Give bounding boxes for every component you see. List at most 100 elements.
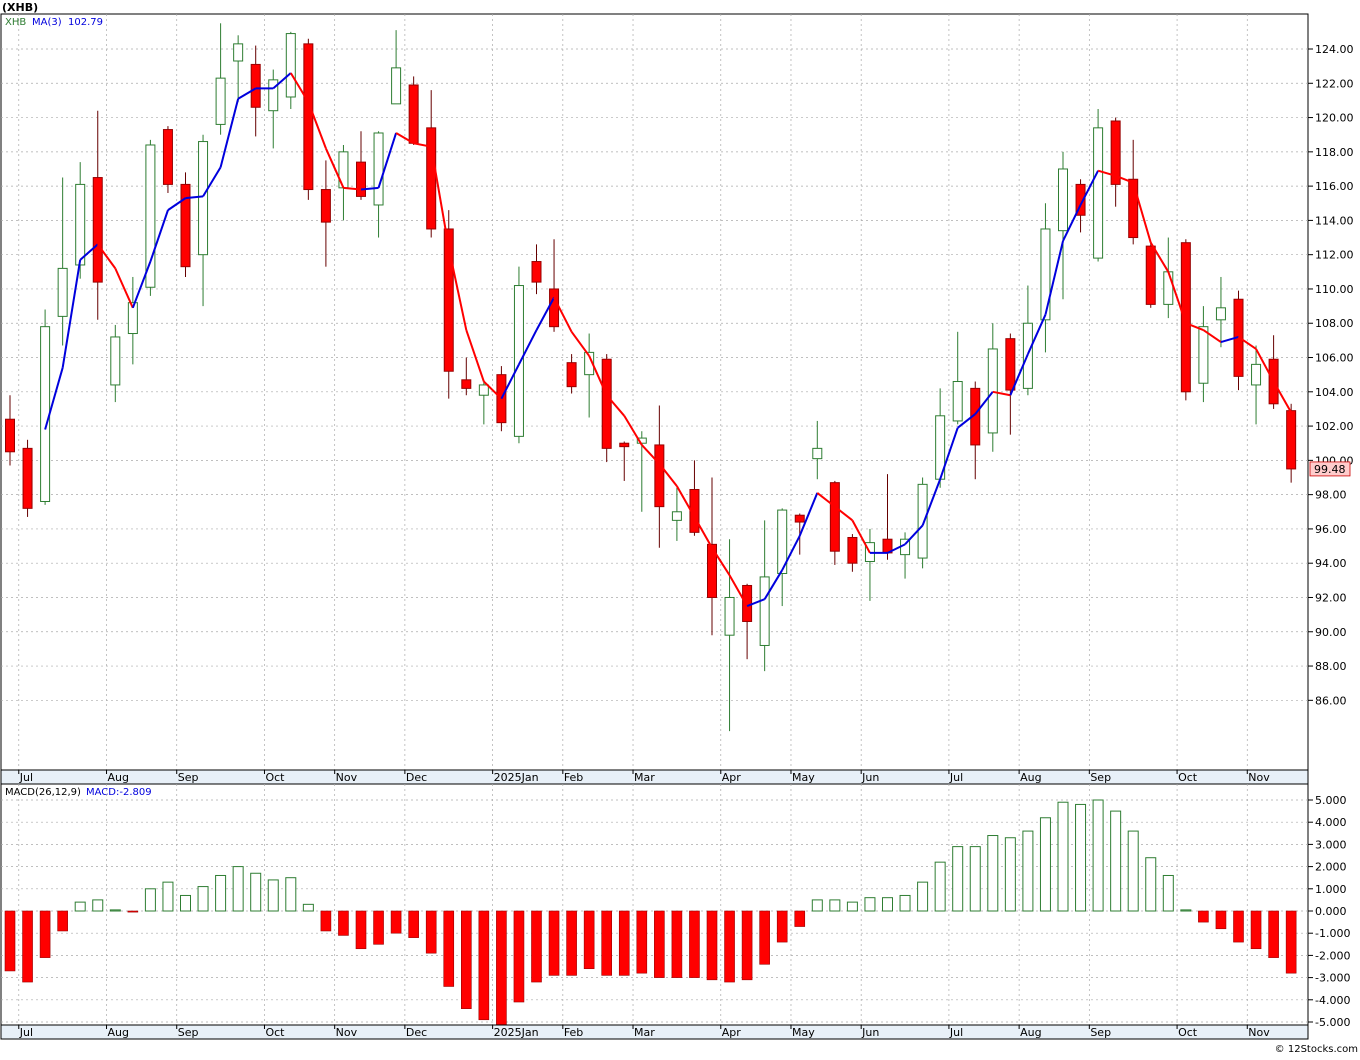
macd-bar <box>425 910 437 954</box>
macd-y-tick-label: 5.000 <box>1315 794 1347 807</box>
candle <box>671 487 682 541</box>
macd-y-tick-label: 1.000 <box>1315 883 1347 896</box>
ma-line-segment <box>746 598 766 607</box>
candle <box>478 381 489 425</box>
candle <box>1110 117 1121 207</box>
candle <box>22 439 33 517</box>
candle <box>566 354 577 394</box>
ma-legend: MA(3) <box>32 17 62 28</box>
macd-bar <box>127 910 139 913</box>
candle <box>320 160 331 267</box>
candle-body <box>1286 410 1297 470</box>
macd-bar <box>109 909 121 912</box>
candle <box>654 405 665 548</box>
ma-line-segment <box>343 186 362 191</box>
macd-x-tick-label: Jul <box>19 1026 33 1039</box>
candle-body <box>1251 363 1262 386</box>
ma-line-segment <box>1044 240 1064 315</box>
candle <box>513 266 524 444</box>
price-y-tick-label: 124.00 <box>1315 43 1354 56</box>
macd-y-tick-label: 2.000 <box>1315 861 1347 874</box>
candle-body <box>566 362 577 388</box>
candle-body <box>777 509 788 574</box>
candle <box>1215 276 1226 348</box>
candle <box>777 508 788 607</box>
macd-x-tick-label: Feb <box>564 1026 583 1039</box>
ma-line-segment <box>1237 336 1257 350</box>
candle <box>707 477 717 636</box>
macd-bar <box>1004 837 1016 912</box>
candle-body <box>40 326 51 502</box>
macd-bar <box>952 846 964 912</box>
macd-bar <box>829 899 841 912</box>
ma-line-segment <box>360 186 379 191</box>
ma-line-segment <box>185 195 204 200</box>
ma-value-legend: 102.79 <box>68 17 103 28</box>
candle <box>1093 108 1104 262</box>
ma-line-segment <box>1009 353 1029 396</box>
last-price-label: 99.48 <box>1314 463 1346 476</box>
price-y-tick-label: 94.00 <box>1315 557 1347 570</box>
candle-body <box>1163 271 1174 305</box>
price-x-tick-label: Jul <box>949 771 963 784</box>
ma-line-segment <box>588 355 608 396</box>
macd-x-tick-label: Jul <box>949 1026 963 1039</box>
candle <box>759 520 770 672</box>
price-y-tick-label: 122.00 <box>1315 77 1354 90</box>
price-x-tick-label: Oct <box>1178 771 1198 784</box>
macd-bar <box>934 861 946 912</box>
macd-bar <box>1057 801 1069 912</box>
macd-bar <box>355 910 367 950</box>
candle-body <box>22 447 33 509</box>
macd-bar <box>636 910 648 974</box>
price-y-tick-label: 86.00 <box>1315 694 1347 707</box>
ma-line-segment <box>570 331 590 357</box>
candle <box>812 420 823 480</box>
candle-body <box>759 576 770 646</box>
macd-bar <box>285 877 297 912</box>
candle-body <box>847 536 858 564</box>
price-x-tick-label: Dec <box>406 771 427 784</box>
candle-body <box>180 183 191 268</box>
macd-bar <box>1110 810 1122 912</box>
macd-bar <box>759 910 770 965</box>
price-y-tick-label: 116.00 <box>1315 180 1354 193</box>
ma-line-segment <box>1026 314 1047 355</box>
macd-x-tick-label: Apr <box>722 1026 742 1039</box>
macd-y-tick-label: 0.000 <box>1315 905 1347 918</box>
candle <box>443 210 454 399</box>
candle <box>1198 306 1209 403</box>
candle-body <box>110 336 121 386</box>
macd-bar <box>57 910 68 932</box>
macd-bar <box>496 910 507 1027</box>
macd-bar <box>180 894 191 912</box>
macd-bar <box>689 910 700 978</box>
price-x-tick-label: Apr <box>722 771 742 784</box>
macd-bar <box>1233 910 1244 943</box>
ma-line-segment <box>44 367 64 430</box>
macd-bar <box>583 910 595 970</box>
price-x-tick-label: Oct <box>265 771 285 784</box>
macd-bar <box>969 846 981 912</box>
price-y-tick-label: 92.00 <box>1315 591 1347 604</box>
macd-bar <box>144 888 156 912</box>
macd-bar <box>882 897 893 912</box>
macd-params-legend: MACD(26,12,9) <box>5 787 81 798</box>
candle <box>180 172 191 277</box>
candle-body <box>198 141 209 256</box>
ma-line-segment <box>1272 381 1293 413</box>
macd-bar <box>548 910 560 976</box>
candle <box>1058 151 1068 300</box>
macd-y-tick-label: 4.000 <box>1315 816 1347 829</box>
price-y-tick-label: 102.00 <box>1315 420 1354 433</box>
candle-body <box>1093 127 1104 259</box>
candle <box>1180 239 1191 401</box>
candle-body <box>443 228 454 372</box>
macd-y-tick-label: -1.000 <box>1315 927 1350 940</box>
candle <box>127 276 138 365</box>
macd-bar <box>566 910 577 976</box>
candle-body <box>1198 326 1209 384</box>
macd-bar <box>1022 830 1034 912</box>
candle <box>408 76 419 145</box>
